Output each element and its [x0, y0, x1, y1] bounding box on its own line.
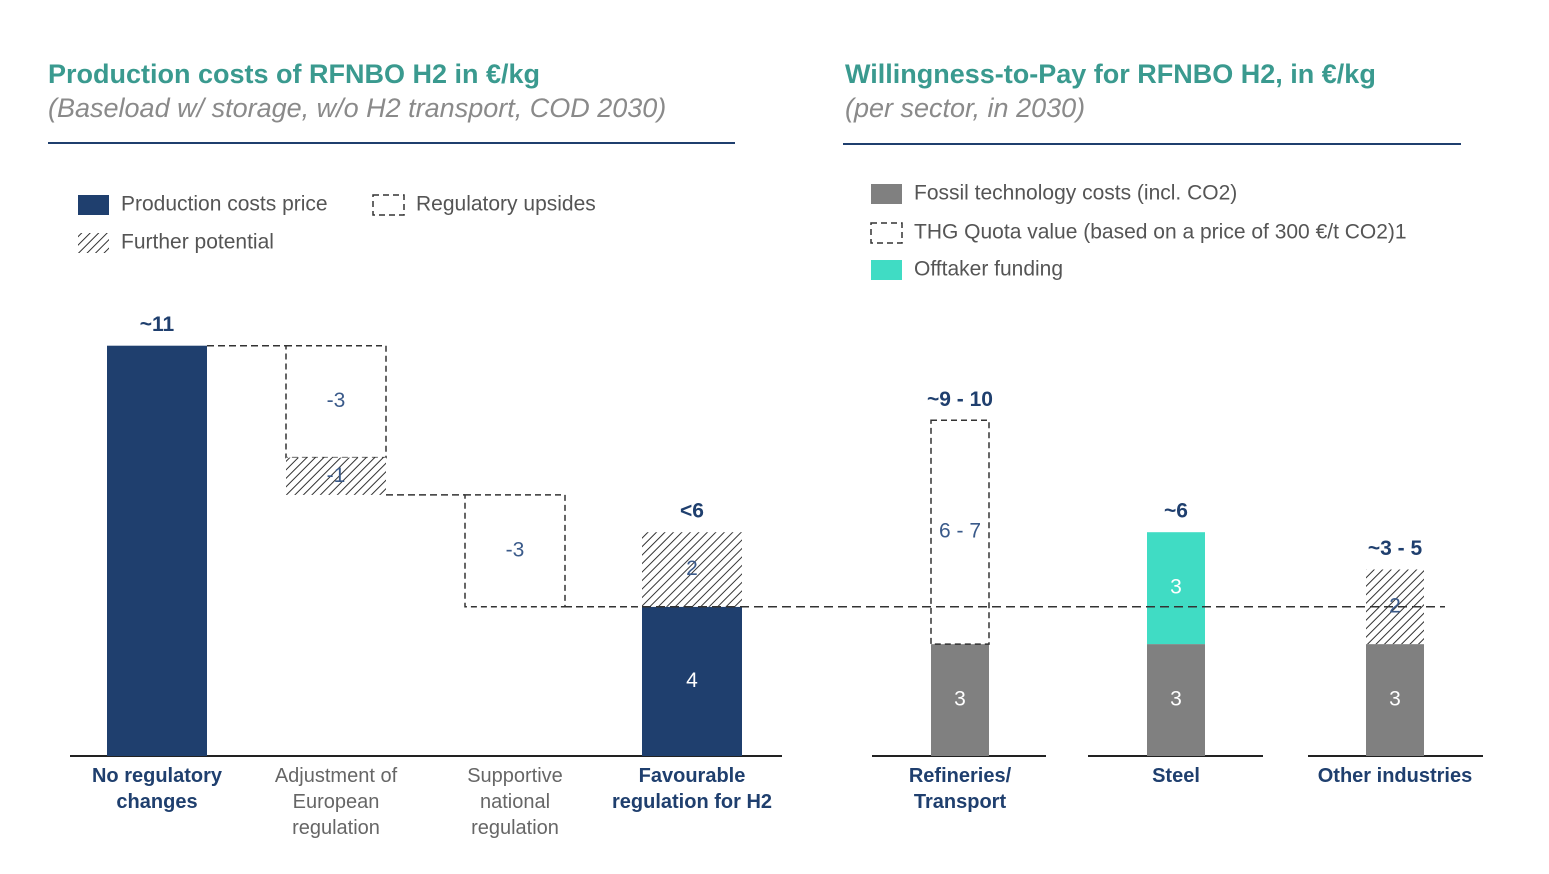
total-label: ~9 - 10 [927, 388, 993, 411]
category-label: Refineries/ Transport [908, 765, 1012, 813]
value-label: 3 [1170, 688, 1182, 711]
category-label: Other industries [1317, 765, 1473, 787]
category-label: Favourable regulation for H2 [612, 765, 773, 813]
bar-segment [1366, 644, 1424, 756]
legend-label: THG Quota value (based on a price of 300… [914, 221, 1407, 244]
legend-swatch [372, 194, 405, 216]
legend-label: Offtaker funding [914, 258, 1063, 281]
bar-segment [1147, 644, 1205, 756]
chart-title: Production costs of RFNBO H2 in €/kg [48, 59, 540, 89]
bar-segment [464, 494, 566, 608]
value-label: 2 [686, 557, 698, 580]
value-label: 6 - 7 [939, 520, 981, 543]
chart-subtitle: (Baseload w/ storage, w/o H2 transport, … [48, 93, 666, 123]
legend-swatch [871, 260, 902, 280]
bar-segment [286, 457, 386, 495]
bar-segment [931, 644, 989, 756]
category-label: Adjustment of European regulation [274, 765, 398, 839]
bar-segment [642, 532, 742, 607]
chart-title: Willingness-to-Pay for RFNBO H2, in €/kg [845, 59, 1376, 89]
value-label: 2 [1389, 594, 1401, 617]
legend-label: Fossil technology costs (incl. CO2) [914, 182, 1237, 205]
chart-subtitle: (per sector, in 2030) [845, 93, 1085, 123]
legend-swatch [78, 195, 109, 215]
bar-segment [285, 344, 387, 459]
value-label: -3 [327, 389, 346, 412]
legend-label: Further potential [121, 231, 274, 254]
category-label: Steel [1152, 765, 1200, 787]
legend-swatch [871, 184, 902, 204]
value-label: 3 [1170, 576, 1182, 599]
total-label: ~3 - 5 [1368, 537, 1423, 560]
legend-label: Regulatory upsides [416, 193, 596, 216]
category-label: No regulatory changes [91, 765, 223, 813]
legend-swatch [78, 233, 109, 253]
bar-segment [1147, 532, 1205, 645]
category-label: Supportive national regulation [467, 765, 563, 839]
value-label: 3 [1389, 688, 1401, 711]
total-label: ~11 [140, 313, 175, 336]
value-label: 3 [954, 688, 966, 711]
legend-swatch [870, 222, 903, 244]
total-label: ~6 [1164, 500, 1188, 523]
legend-label: Production costs price [121, 193, 328, 216]
value-label: -1 [327, 464, 346, 487]
total-label: <6 [680, 500, 704, 523]
value-label: 4 [686, 669, 698, 692]
bar-segment [642, 606, 742, 756]
bar-segment [107, 345, 207, 756]
value-label: -3 [506, 538, 525, 561]
